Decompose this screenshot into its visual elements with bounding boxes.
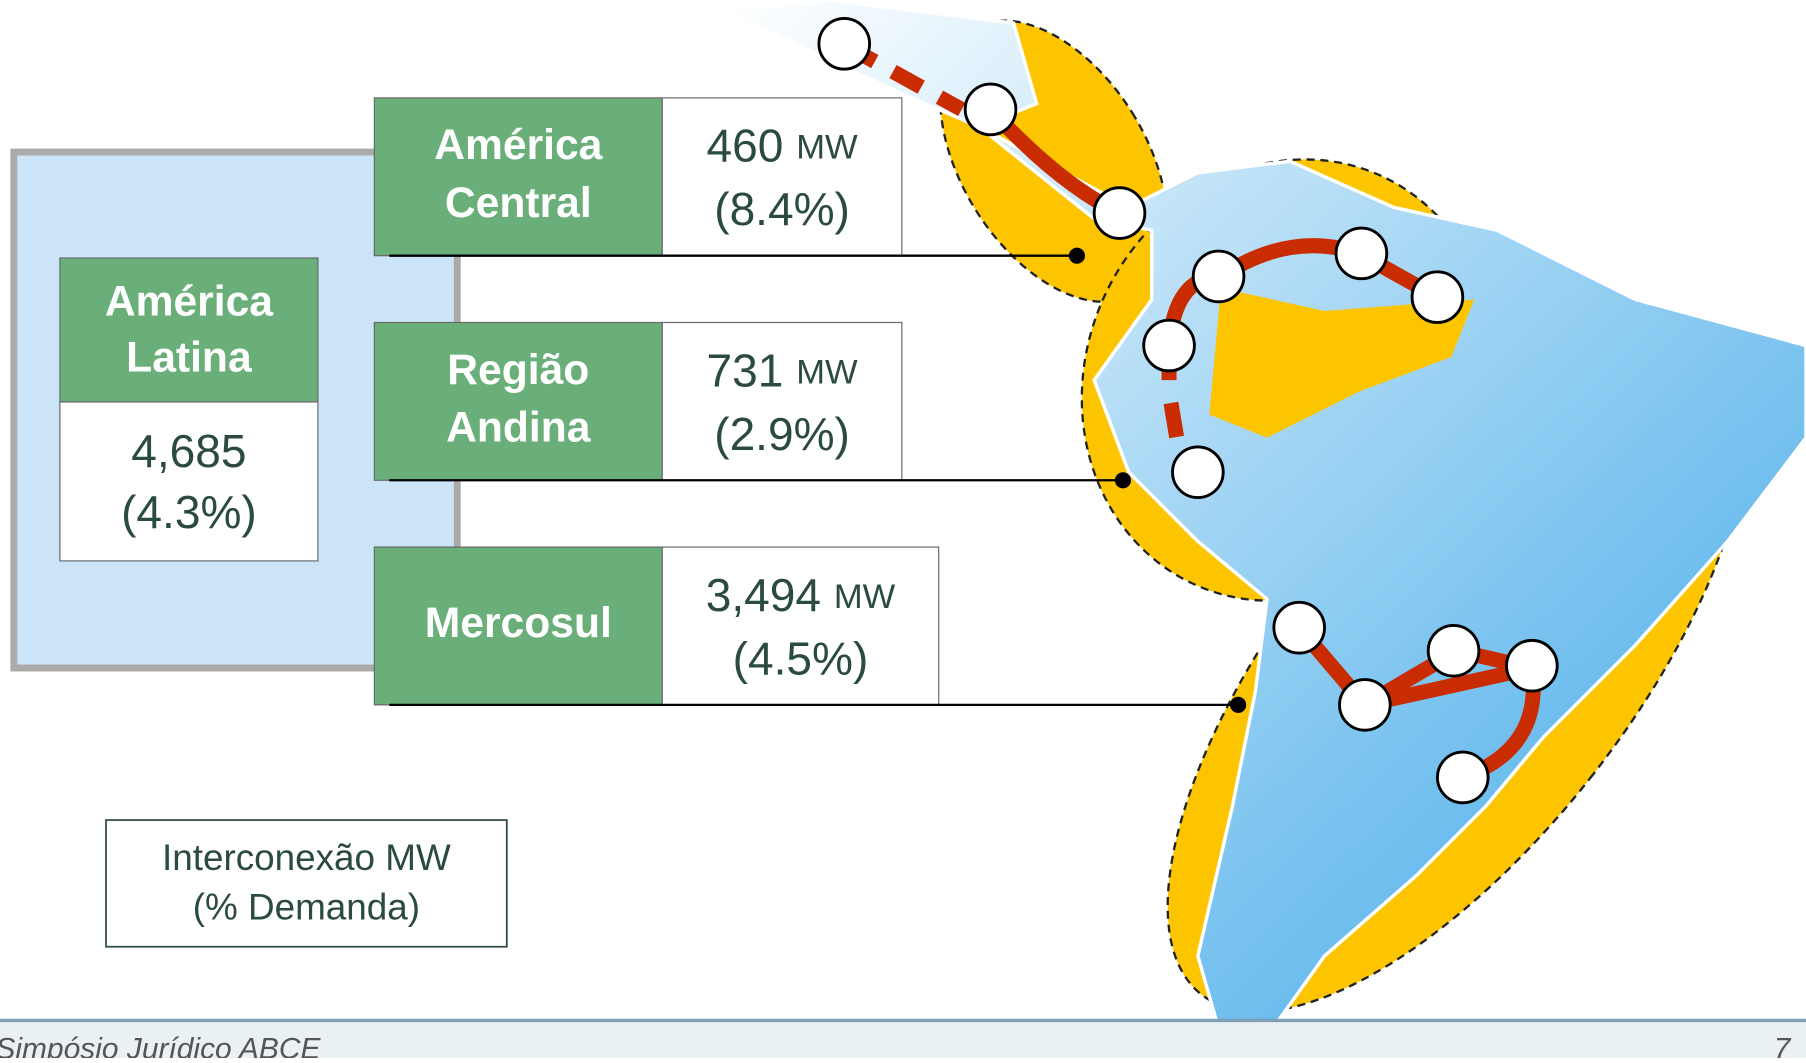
nodes <box>817 16 1559 805</box>
region-body <box>661 321 903 481</box>
andean-fill <box>1209 287 1475 438</box>
mw-unit: MW <box>796 129 858 167</box>
mw-value: 731 <box>707 344 784 396</box>
latin-name: Latina <box>126 334 252 382</box>
region-mw: 731 MW <box>707 344 858 396</box>
region-name: Andina <box>446 403 591 451</box>
leader-dot <box>1114 472 1132 489</box>
legend-text: (% Demanda) <box>193 887 420 928</box>
mw-unit: MW <box>834 578 896 616</box>
mw-unit: MW <box>796 353 858 391</box>
regions: América Central 460 MW (8.4%) Região Andina 73… <box>373 97 1247 713</box>
latin-pct: (4.3%) <box>121 486 257 538</box>
region-header <box>373 97 663 257</box>
leader-dot <box>1230 696 1247 713</box>
region-pct: (8.4%) <box>714 183 850 235</box>
region-name: América <box>434 121 602 169</box>
region-name: Central <box>445 179 592 227</box>
legend-text: Interconexão MW <box>162 837 451 878</box>
continent <box>719 0 1806 1039</box>
region-mw: 460 MW <box>707 120 858 172</box>
mw-value: 460 <box>707 120 784 172</box>
region-body <box>661 97 903 257</box>
leader-dot <box>1068 247 1085 264</box>
region-body <box>661 546 940 706</box>
map <box>719 0 1806 1039</box>
region-pct: (4.5%) <box>733 632 869 684</box>
latin-body <box>59 401 319 562</box>
region-header <box>373 546 663 706</box>
region-pct: (2.9%) <box>714 408 850 460</box>
footer-band <box>0 1020 1806 1059</box>
legend-box <box>105 819 508 948</box>
region-header <box>373 321 663 481</box>
latin-name: América <box>105 277 273 325</box>
mw-value: 3,494 <box>706 569 821 621</box>
region-name: Região <box>447 346 589 394</box>
footer-text: Simpósio Jurídico ABCE <box>0 1032 321 1058</box>
latin-total: 4,685 <box>131 425 246 477</box>
region-name: Mercosul <box>425 599 612 647</box>
page-number: 7 <box>1774 1032 1792 1058</box>
region-mw: 3,494 MW <box>706 569 896 621</box>
latin-header <box>59 257 319 403</box>
